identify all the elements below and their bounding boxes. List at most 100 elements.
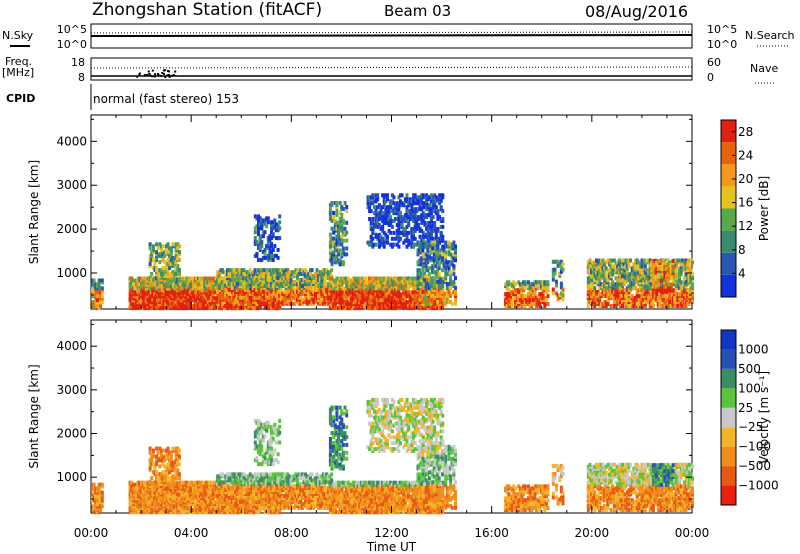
echo-cell (416, 274, 420, 279)
echo-cell (416, 252, 420, 257)
summary-strips: 00:00 04:00 08:00 12:00 16:00 20:00 00:00Time … (10, 23, 790, 554)
echo-cell (387, 205, 391, 210)
echo-cell (263, 218, 267, 223)
echo-cell (678, 278, 681, 283)
echo-cell (318, 293, 322, 298)
echo-cell (328, 207, 332, 211)
echo-cell (627, 304, 631, 308)
echo-cell (229, 268, 233, 273)
echo-cell (611, 290, 615, 295)
echo-cell (674, 258, 678, 263)
echo-cell (397, 223, 401, 227)
echo-cell (434, 302, 438, 307)
echo-cell (168, 254, 172, 259)
echo-cell (543, 296, 547, 301)
echo-cell (374, 197, 378, 202)
echo-cell (382, 276, 386, 281)
echo-cell (624, 302, 628, 306)
echo-cell (432, 270, 436, 275)
echo-cell (523, 280, 527, 285)
echo-cell (645, 268, 649, 273)
echo-cell (286, 282, 290, 286)
echo-cell (433, 298, 437, 303)
echo-cell (176, 264, 180, 268)
echo-cell (257, 218, 260, 223)
echo-cell (368, 292, 371, 297)
echo-cell (269, 272, 273, 277)
echo-cell (640, 298, 644, 302)
echo-cell (418, 226, 422, 231)
echo-cell (426, 268, 430, 273)
freq-dot (166, 74, 169, 77)
echo-cell (369, 234, 373, 239)
echo-cell (351, 276, 355, 281)
echo-cell (269, 295, 273, 300)
echo-cell (265, 224, 269, 229)
echo-cell (431, 221, 435, 225)
echo-cell (588, 296, 592, 301)
echo-cell (356, 294, 360, 299)
echo-cell (612, 284, 616, 289)
echo-cell (558, 293, 562, 298)
echo-cell (250, 272, 254, 277)
echo-cell (190, 284, 194, 289)
echo-cell (271, 284, 275, 288)
echo-cell (523, 286, 527, 291)
echo-cell (415, 242, 419, 247)
echo-cell (224, 280, 228, 284)
echo-cell (379, 242, 383, 247)
echo-cell (601, 302, 605, 306)
echo-cell (438, 300, 441, 305)
echo-cell (454, 258, 457, 263)
echo-cell (504, 292, 508, 297)
freq-dot (136, 75, 139, 78)
echo-cell (635, 272, 639, 277)
echo-cell (180, 276, 184, 281)
echo-cell (269, 289, 273, 294)
echo-cell (386, 240, 389, 245)
echo-cell (611, 258, 615, 263)
echo-cell (320, 270, 324, 275)
echo-cell (100, 286, 104, 291)
echo-cell (273, 304, 277, 309)
echo-cell (135, 292, 139, 297)
echo-cell (273, 282, 277, 286)
echo-cell (350, 278, 354, 283)
echo-cell (229, 272, 233, 277)
echo-cell (673, 258, 677, 263)
echo-cell (431, 236, 435, 241)
echo-cell (405, 300, 409, 305)
echo-cell (452, 272, 456, 277)
echo-cell (413, 284, 417, 289)
echo-cell (522, 294, 526, 299)
echo-cell (598, 258, 602, 263)
echo-cell (323, 299, 327, 304)
echo-cell (92, 292, 96, 297)
echo-cell (174, 271, 178, 276)
echo-cell (647, 296, 651, 301)
echo-cell (621, 304, 624, 308)
echo-cell (140, 276, 143, 281)
echo-cell (196, 290, 200, 295)
echo-cell (400, 230, 404, 235)
echo-cell (621, 290, 624, 295)
echo-cell (345, 294, 349, 299)
echo-cell (678, 292, 681, 297)
echo-cell (156, 254, 160, 259)
echo-cell (323, 287, 327, 292)
echo-cell (630, 266, 634, 271)
echo-cell (208, 276, 212, 281)
echo-cell (439, 205, 443, 210)
echo-cell (427, 254, 431, 259)
echo-cell (195, 290, 199, 295)
echo-cell (676, 292, 680, 297)
echo-cell (408, 213, 412, 218)
echo-cell (634, 274, 637, 279)
echo-cell (209, 302, 213, 307)
echo-cell (407, 238, 411, 243)
echo-cell (276, 248, 280, 252)
echo-cell (253, 291, 257, 296)
echo-cell (673, 278, 677, 283)
echo-cell (374, 205, 378, 210)
echo-cell (421, 289, 425, 294)
